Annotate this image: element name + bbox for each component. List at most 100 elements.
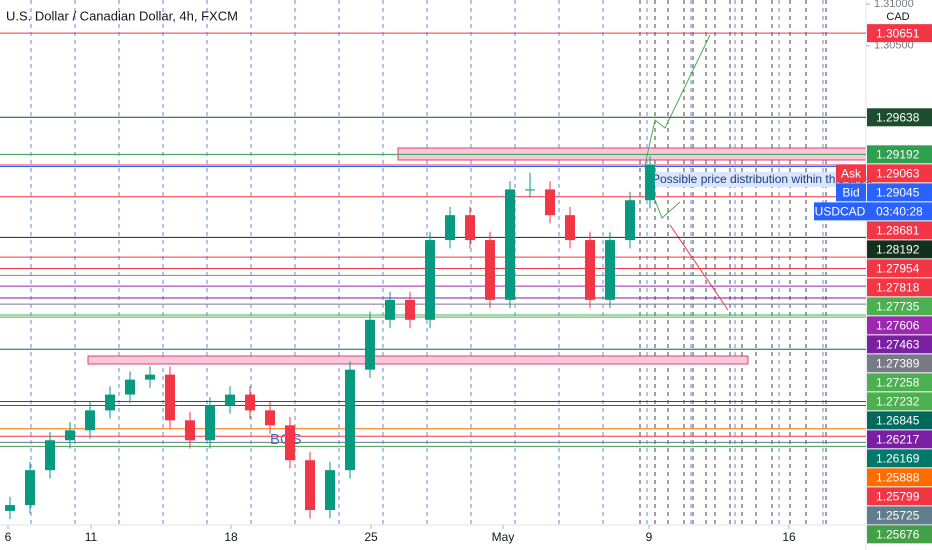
price-label: 1.27818	[876, 281, 920, 295]
x-tick-label: 18	[224, 530, 238, 544]
price-label-bg	[867, 468, 932, 487]
currency: CAD	[886, 11, 909, 23]
price-label-bg	[867, 145, 932, 164]
candle-body	[245, 394, 255, 411]
price-label: 1.26169	[876, 452, 920, 466]
x-tick-label: 25	[364, 530, 378, 544]
candle-body	[85, 410, 95, 431]
projection	[644, 34, 711, 166]
price-label: 1.26217	[876, 433, 920, 447]
x-tick-label: May	[492, 530, 515, 544]
price-label-bg	[867, 240, 932, 259]
price-label: 1.27258	[876, 376, 920, 390]
candle-body	[445, 215, 455, 241]
candle-body	[5, 505, 15, 511]
candle-body	[205, 405, 215, 441]
candle-body	[165, 374, 175, 421]
candle-body	[605, 240, 615, 300]
price-label: 1.27735	[876, 300, 920, 314]
price-label: 1.28681	[876, 224, 920, 238]
price-label-bg	[867, 373, 932, 392]
price-label: 1.25725	[876, 509, 920, 523]
price-label-bg	[867, 335, 932, 354]
candle-body	[625, 200, 635, 241]
candle-body	[265, 410, 275, 426]
countdown-symbol: USDCAD	[815, 205, 866, 219]
x-tick-label: 9	[646, 530, 653, 544]
candle-body	[345, 369, 355, 471]
price-tag-bg	[836, 164, 866, 183]
projection	[669, 224, 729, 311]
price-label-bg	[867, 506, 932, 525]
candle-body	[105, 394, 115, 411]
candle-body	[305, 460, 315, 511]
y-tick-label: 1.30500	[874, 40, 914, 52]
annotation: Possible price distribution within this …	[652, 172, 872, 186]
candle-body	[145, 374, 155, 380]
candle-body	[365, 319, 375, 370]
candle-body	[225, 394, 235, 406]
price-label: 1.27606	[876, 319, 920, 333]
candle-body	[465, 215, 475, 241]
candle-body	[185, 420, 195, 441]
candle-body	[585, 240, 595, 300]
candle-body	[325, 470, 335, 511]
x-tick-label: 16	[782, 530, 796, 544]
chart-title: U.S. Dollar / Canadian Dollar, 4h, FXCM	[6, 8, 238, 23]
price-label: 1.29638	[876, 110, 920, 124]
price-label-bg	[867, 525, 932, 544]
price-label: 1.27389	[876, 357, 920, 371]
price-label: 1.25676	[876, 528, 920, 542]
price-label: 1.30651	[876, 26, 920, 40]
candle-body	[45, 440, 55, 471]
price-label-bg	[867, 449, 932, 468]
price-tag: Ask	[841, 167, 862, 181]
candle-body	[65, 430, 75, 441]
price-label-bg	[867, 316, 932, 335]
candle-body	[525, 189, 535, 191]
price-label-bg	[867, 24, 932, 43]
price-label-bg	[867, 259, 932, 278]
candle-body	[485, 240, 495, 300]
price-label: 1.27232	[876, 395, 920, 409]
countdown-bg	[814, 202, 932, 221]
price-label-bg	[867, 430, 932, 449]
price-label: 1.29192	[876, 148, 920, 162]
price-label-bg	[867, 411, 932, 430]
price-label-bg	[867, 278, 932, 297]
annotation-box	[648, 172, 864, 187]
price-label: 1.25799	[876, 490, 920, 504]
price-label: 1.25888	[876, 471, 920, 485]
candle-body	[545, 189, 555, 216]
countdown-time: 03:40:28	[876, 205, 923, 219]
candle-body	[405, 299, 415, 320]
projection	[654, 199, 681, 219]
price-label-bg	[867, 164, 932, 183]
x-tick-label: 11	[85, 530, 98, 544]
price-tag-bg	[836, 183, 866, 202]
zone	[87, 355, 749, 365]
candle-body	[25, 470, 35, 506]
price-label: 1.27954	[876, 262, 920, 276]
price-label-bg	[867, 108, 932, 127]
price-tag: Bid	[842, 186, 859, 200]
candle-body	[565, 215, 575, 241]
price-label: 1.28192	[876, 243, 920, 257]
price-label-bg	[867, 392, 932, 411]
candle-body	[425, 240, 435, 320]
candle-body	[505, 189, 515, 300]
price-label-bg	[867, 487, 932, 506]
candle-body	[645, 164, 655, 201]
price-label-bg	[867, 297, 932, 316]
price-label-bg	[867, 354, 932, 373]
price-label: 1.26845	[876, 414, 920, 428]
y-tick-label: 1.31000	[874, 0, 914, 10]
candle-body	[385, 299, 395, 320]
price-label-bg	[867, 221, 932, 240]
price-label: 1.29063	[876, 167, 920, 181]
x-tick-label: 6	[5, 530, 12, 544]
candle-body	[125, 379, 135, 395]
price-label-bg	[867, 183, 932, 202]
price-label: 1.29045	[876, 186, 920, 200]
price-label: 1.27463	[876, 338, 920, 352]
